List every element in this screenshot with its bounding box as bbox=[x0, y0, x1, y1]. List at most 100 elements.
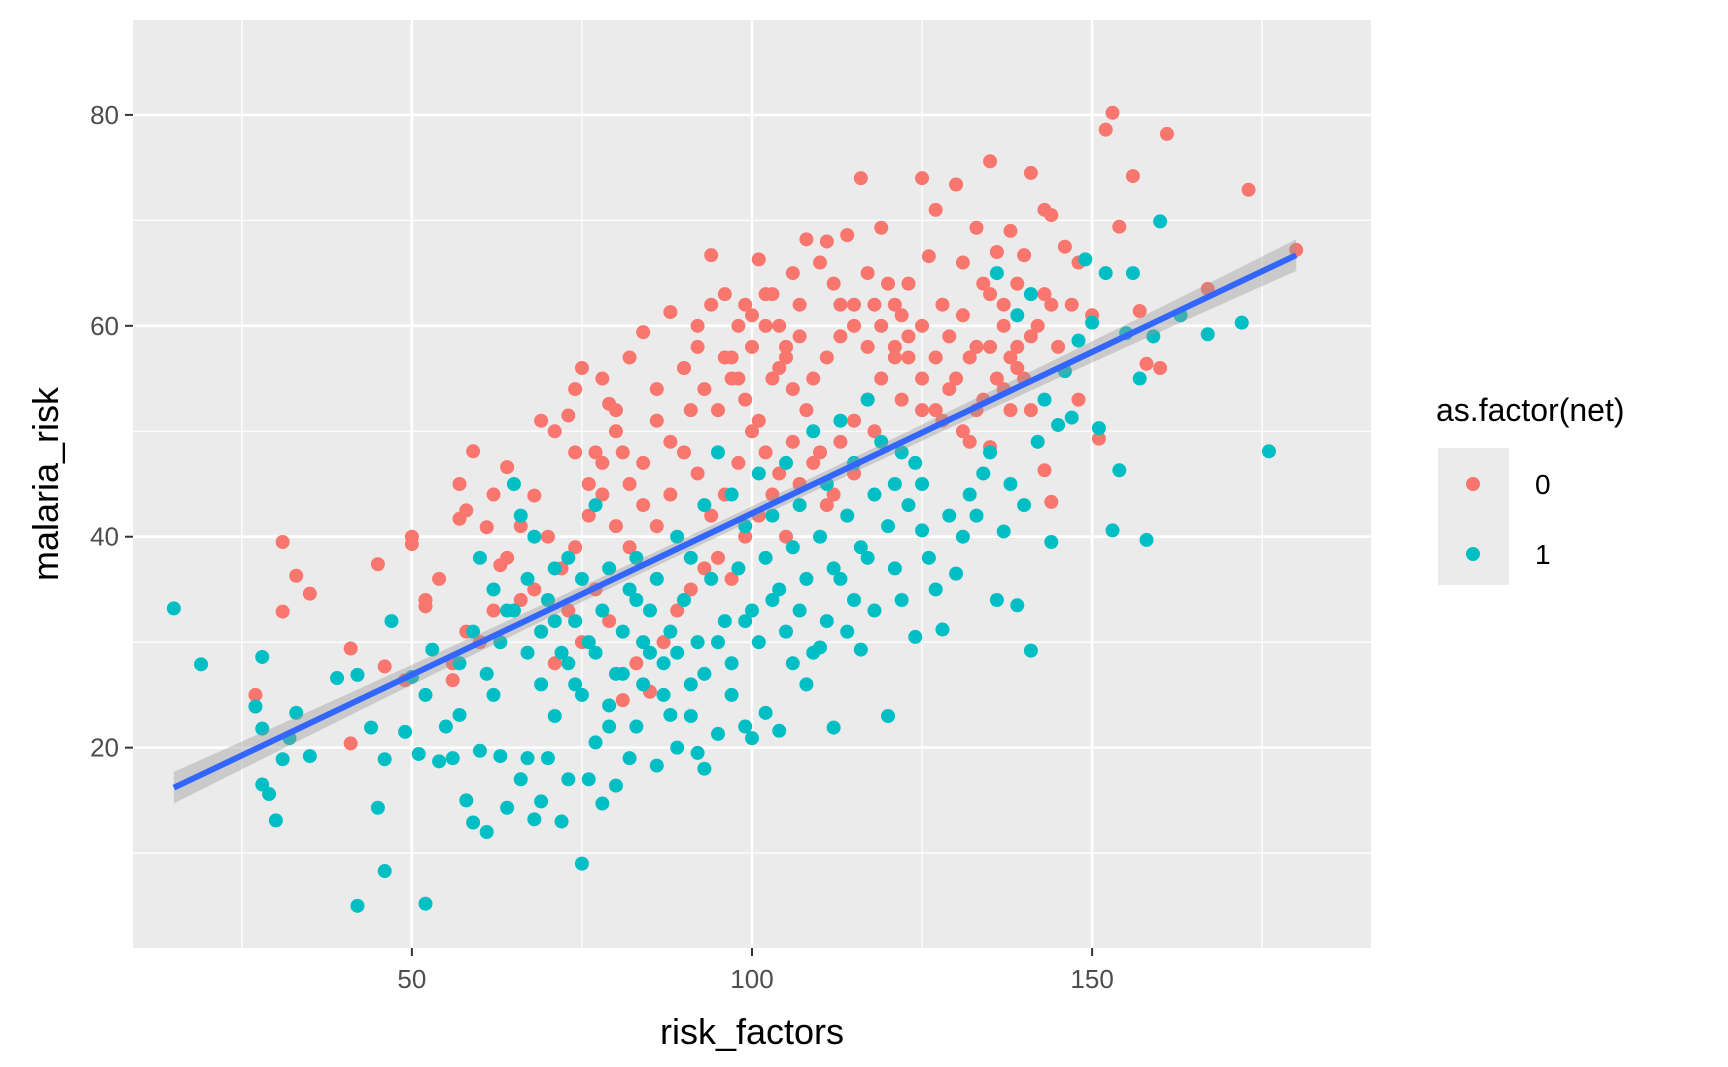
legend-label-1: 1 bbox=[1535, 539, 1551, 570]
point-net-1 bbox=[493, 749, 508, 764]
point-net-1 bbox=[1030, 434, 1045, 449]
point-net-1 bbox=[574, 687, 589, 702]
point-net-1 bbox=[955, 529, 970, 544]
point-net-0 bbox=[697, 561, 712, 576]
point-net-0 bbox=[983, 154, 998, 169]
point-net-0 bbox=[921, 249, 936, 264]
data-points bbox=[166, 105, 1304, 913]
point-net-0 bbox=[792, 297, 807, 312]
point-net-1 bbox=[989, 593, 1004, 607]
point-net-0 bbox=[942, 382, 957, 397]
point-net-0 bbox=[785, 266, 800, 281]
point-net-0 bbox=[1091, 431, 1106, 446]
point-net-0 bbox=[717, 287, 732, 302]
point-net-1 bbox=[996, 524, 1011, 539]
point-net-0 bbox=[602, 614, 617, 629]
point-net-0 bbox=[1071, 392, 1086, 407]
point-net-0 bbox=[860, 266, 875, 281]
point-net-1 bbox=[670, 529, 685, 544]
point-net-1 bbox=[1064, 410, 1079, 425]
point-net-0 bbox=[1003, 350, 1018, 365]
point-net-1 bbox=[255, 649, 270, 664]
point-net-0 bbox=[289, 568, 304, 583]
point-net-0 bbox=[595, 455, 610, 470]
point-net-0 bbox=[874, 371, 889, 386]
point-net-0 bbox=[928, 202, 943, 217]
point-net-0 bbox=[874, 220, 889, 235]
point-net-0 bbox=[527, 488, 542, 503]
point-net-0 bbox=[996, 297, 1011, 312]
point-net-0 bbox=[1044, 494, 1059, 509]
point-net-1 bbox=[194, 657, 209, 672]
point-net-0 bbox=[819, 350, 834, 365]
point-net-1 bbox=[1091, 421, 1106, 436]
point-net-0 bbox=[806, 455, 821, 470]
fit-line-group bbox=[172, 239, 1298, 804]
point-net-0 bbox=[847, 318, 862, 333]
point-net-1 bbox=[772, 582, 787, 597]
point-net-1 bbox=[602, 698, 617, 713]
point-net-1 bbox=[908, 455, 923, 470]
point-net-0 bbox=[547, 424, 562, 439]
point-net-1 bbox=[976, 466, 991, 481]
point-net-0 bbox=[799, 403, 814, 418]
point-net-0 bbox=[962, 350, 977, 365]
point-net-0 bbox=[615, 693, 630, 708]
point-net-0 bbox=[969, 339, 984, 354]
point-net-1 bbox=[622, 751, 637, 766]
point-net-1 bbox=[384, 614, 399, 629]
point-net-1 bbox=[377, 864, 392, 879]
point-net-0 bbox=[1159, 126, 1174, 141]
legend-title: as.factor(net) bbox=[1436, 392, 1625, 428]
point-net-1 bbox=[1200, 327, 1215, 342]
point-net-1 bbox=[248, 699, 263, 714]
point-net-1 bbox=[731, 561, 746, 576]
point-net-0 bbox=[540, 529, 555, 544]
point-net-1 bbox=[751, 466, 766, 481]
point-net-1 bbox=[833, 571, 848, 586]
point-net-1 bbox=[765, 593, 780, 607]
point-net-1 bbox=[915, 523, 930, 538]
point-net-1 bbox=[547, 561, 562, 576]
point-net-0 bbox=[1241, 182, 1256, 197]
point-net-0 bbox=[636, 325, 651, 340]
point-net-0 bbox=[847, 413, 862, 428]
point-net-1 bbox=[472, 550, 487, 565]
point-net-0 bbox=[785, 382, 800, 397]
point-net-0 bbox=[676, 361, 691, 375]
point-net-1 bbox=[268, 813, 283, 828]
point-net-0 bbox=[588, 445, 603, 460]
point-net-0 bbox=[887, 339, 902, 354]
point-net-0 bbox=[942, 329, 957, 344]
point-net-1 bbox=[418, 687, 433, 702]
point-net-1 bbox=[506, 477, 521, 491]
point-net-0 bbox=[1132, 304, 1147, 319]
point-net-1 bbox=[697, 666, 712, 681]
point-net-0 bbox=[745, 424, 759, 439]
point-net-1 bbox=[935, 622, 950, 637]
point-net-0 bbox=[595, 371, 610, 386]
point-net-1 bbox=[486, 687, 501, 702]
point-net-1 bbox=[853, 642, 868, 657]
point-net-0 bbox=[751, 252, 766, 267]
axes: 50 100 150 20 40 60 80 bbox=[90, 100, 1114, 994]
point-net-0 bbox=[772, 318, 787, 333]
point-net-1 bbox=[472, 743, 487, 758]
point-net-1 bbox=[758, 705, 773, 720]
point-net-1 bbox=[1071, 333, 1086, 348]
point-net-0 bbox=[1023, 165, 1038, 180]
point-net-0 bbox=[574, 361, 589, 375]
point-net-0 bbox=[867, 424, 882, 439]
point-net-0 bbox=[833, 434, 848, 449]
point-net-0 bbox=[561, 603, 576, 618]
point-net-0 bbox=[915, 371, 930, 386]
point-net-0 bbox=[983, 287, 998, 302]
point-net-1 bbox=[602, 561, 617, 576]
point-net-0 bbox=[772, 361, 787, 375]
point-net-0 bbox=[1010, 361, 1025, 375]
point-net-0 bbox=[513, 593, 528, 607]
point-net-1 bbox=[738, 719, 753, 734]
point-net-0 bbox=[595, 487, 610, 502]
point-net-0 bbox=[901, 276, 916, 291]
point-net-1 bbox=[656, 687, 671, 702]
